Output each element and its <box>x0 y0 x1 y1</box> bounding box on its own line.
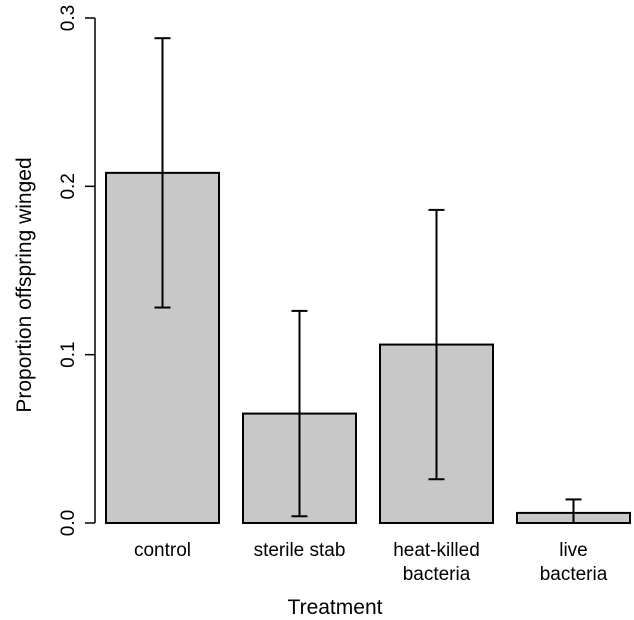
y-ticks: 0.0 0.1 0.2 0.3 <box>58 5 95 536</box>
x-tick-label-line: bacteria <box>540 564 608 585</box>
bars <box>105 171 631 525</box>
x-tick-label-line: heat-killed <box>393 540 480 561</box>
x-tick-label-line: control <box>134 540 191 561</box>
y-tick-label: 0.0 <box>58 510 79 536</box>
y-tick-label: 0.2 <box>58 173 79 199</box>
x-tick-label: sterile stab <box>254 540 346 561</box>
x-axis-title: Treatment <box>288 596 383 619</box>
x-tick-label: live bacteria <box>540 540 608 585</box>
x-tick-label: control <box>134 540 191 561</box>
y-tick-label: 0.1 <box>58 341 79 367</box>
x-tick-label-line: live <box>559 540 588 561</box>
x-tick-label: heat-killed bacteria <box>393 540 480 585</box>
error-bars <box>154 37 582 524</box>
y-axis-title: Proportion offspring winged <box>13 157 36 412</box>
x-tick-label-line: bacteria <box>403 564 471 585</box>
x-tick-label-line: sterile stab <box>254 540 346 561</box>
x-tick-labels: control sterile stab heat-killed bacteriali… <box>134 540 608 585</box>
y-tick-label: 0.3 <box>58 5 79 31</box>
